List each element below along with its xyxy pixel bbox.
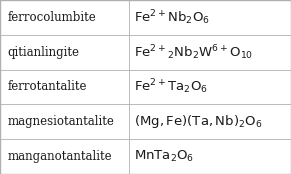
Text: $\mathrm{Fe}^{2+}\mathrm{Nb}_2\mathrm{O}_6$: $\mathrm{Fe}^{2+}\mathrm{Nb}_2\mathrm{O}… xyxy=(134,8,210,27)
Text: $\mathrm{(Mg,Fe)(Ta,Nb)}_2\mathrm{O}_6$: $\mathrm{(Mg,Fe)(Ta,Nb)}_2\mathrm{O}_6$ xyxy=(134,113,262,130)
Text: manganotantalite: manganotantalite xyxy=(7,150,112,163)
Text: $\mathrm{Fe}^{2+}\mathrm{Ta}_2\mathrm{O}_6$: $\mathrm{Fe}^{2+}\mathrm{Ta}_2\mathrm{O}… xyxy=(134,78,208,96)
Text: ferrocolumbite: ferrocolumbite xyxy=(7,11,96,24)
Text: ferrotantalite: ferrotantalite xyxy=(7,81,87,93)
Text: magnesiotantalite: magnesiotantalite xyxy=(7,115,114,128)
Text: qitianlingite: qitianlingite xyxy=(7,46,79,59)
Text: $\mathrm{MnTa}_2\mathrm{O}_6$: $\mathrm{MnTa}_2\mathrm{O}_6$ xyxy=(134,149,194,164)
Text: $\mathrm{Fe}^{2+}{}_2\mathrm{Nb}_2\mathrm{W}^{6+}\mathrm{O}_{10}$: $\mathrm{Fe}^{2+}{}_2\mathrm{Nb}_2\mathr… xyxy=(134,43,253,62)
